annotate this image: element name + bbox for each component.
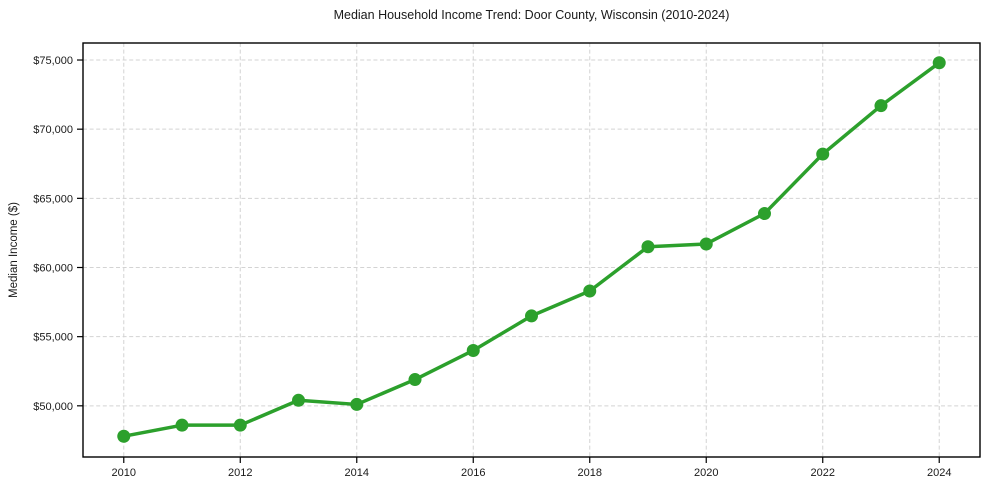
plot-border: [82, 42, 981, 458]
x-tick-label: 2024: [927, 467, 951, 479]
income-line-series: [122, 61, 941, 439]
data-point-2023: [874, 99, 888, 113]
data-point-2024: [932, 56, 946, 70]
y-tick-label: $75,000: [33, 55, 73, 67]
data-point-2015: [408, 373, 422, 387]
x-tick-label: 2010: [112, 467, 136, 479]
data-point-2012: [233, 418, 247, 432]
x-tick-label: 2022: [810, 467, 834, 479]
y-tick-label: $70,000: [33, 124, 73, 136]
x-tick-label: 2018: [578, 467, 602, 479]
data-point-2014: [350, 397, 364, 411]
data-point-2011: [175, 418, 189, 432]
data-point-2022: [816, 147, 830, 161]
data-point-2017: [525, 309, 538, 323]
data-point-2019: [641, 240, 655, 254]
data-point-2013: [292, 393, 306, 407]
data-point-2010: [117, 429, 131, 443]
x-tick-label: 2016: [461, 467, 485, 479]
data-point-2018: [583, 284, 597, 298]
data-point-2020: [699, 237, 713, 251]
x-tick-label: 2014: [345, 467, 369, 479]
x-tick-label: 2012: [228, 467, 252, 479]
x-tick-label: 2020: [694, 467, 718, 479]
y-tick-label: $50,000: [33, 401, 73, 413]
y-tick-label: $60,000: [33, 262, 73, 274]
y-tick-label: $65,000: [33, 193, 73, 205]
y-tick-label: $55,000: [33, 332, 73, 344]
chart-title: Median Household Income Trend: Door Coun…: [333, 8, 730, 22]
y-axis-label: Median Income ($): [8, 202, 20, 298]
data-point-2016: [466, 343, 480, 357]
data-point-2021: [757, 207, 771, 221]
